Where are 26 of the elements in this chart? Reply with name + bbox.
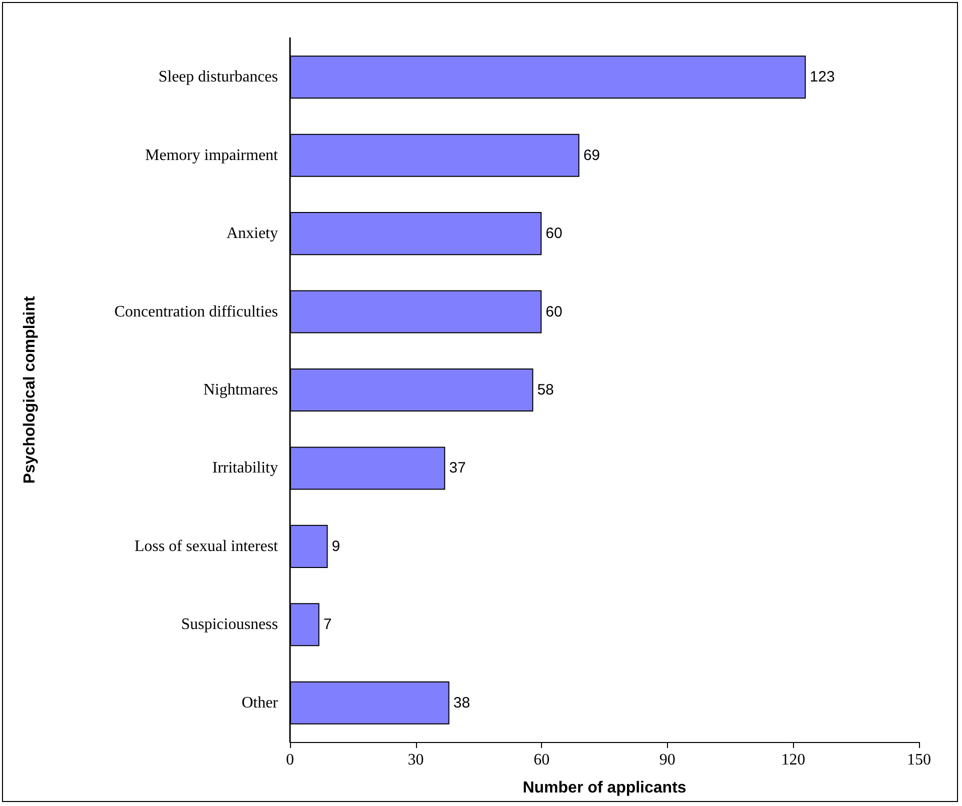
y-tick-label: Irritability (212, 460, 278, 477)
y-tick-label: Memory impairment (145, 146, 279, 164)
data-label: 69 (583, 146, 600, 164)
y-tick-label: Anxiety (226, 225, 278, 242)
x-tick-label: 120 (781, 752, 806, 768)
y-tick-label: Suspiciousness (181, 616, 278, 634)
y-tick-label: Sleep disturbances (158, 68, 278, 86)
data-label: 58 (537, 382, 554, 398)
x-tick-label: 150 (907, 752, 931, 768)
y-tick-label: Concentration difficulties (114, 303, 278, 320)
data-label: 7 (323, 616, 332, 634)
data-label: 60 (546, 225, 562, 242)
y-tick-label: Other (242, 694, 279, 712)
x-tick-label: 30 (408, 752, 424, 768)
y-tick-label: Nightmares (203, 382, 278, 398)
data-label: 38 (453, 694, 470, 712)
data-label: 60 (546, 303, 562, 320)
data-label: 37 (449, 460, 466, 477)
data-label: 123 (810, 68, 835, 86)
x-tick-label: 0 (286, 752, 294, 768)
x-tick-label: 60 (534, 752, 550, 768)
x-axis-title: Number of applicants (522, 780, 686, 796)
data-label: 9 (332, 538, 340, 555)
x-tick-label: 90 (659, 752, 676, 768)
y-tick-label: Loss of sexual interest (134, 538, 279, 555)
y-axis-title: Psychological complaint (22, 296, 38, 484)
